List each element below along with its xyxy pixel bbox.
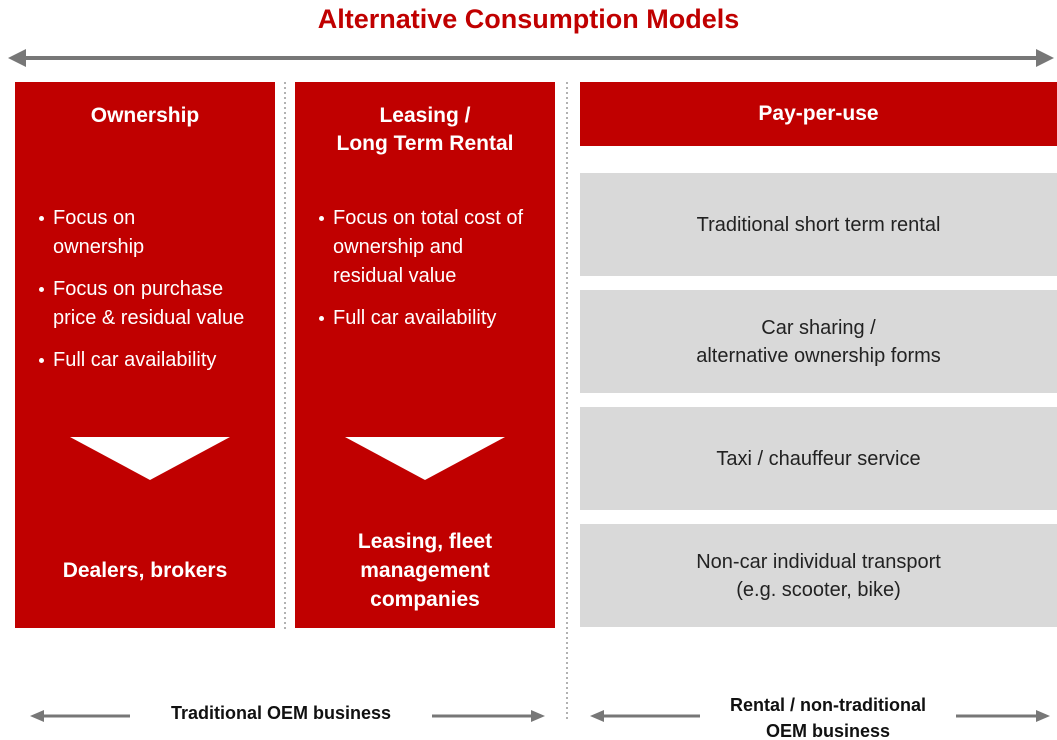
column-footer: Leasing, fleet management companies <box>295 527 555 614</box>
label-line: Rental / non-traditional <box>730 695 926 715</box>
item-box: Taxi / chauffeur service <box>580 407 1057 510</box>
column: Leasing / Long Term Rental Focus on total… <box>295 82 555 628</box>
pay-header: Pay-per-use <box>580 82 1057 146</box>
header-line: Leasing / <box>379 104 471 127</box>
bottom-label: Rental / non-traditional OEM business <box>700 692 956 740</box>
header-line: Ownership <box>90 104 200 127</box>
footer-line: companies <box>370 588 480 611</box>
down-arrow <box>70 437 230 480</box>
column-header: Ownership <box>15 102 275 130</box>
footer-line: Leasing, fleet <box>357 530 493 553</box>
bottom-label: Traditional OEM business <box>130 700 432 726</box>
bullet: Focus on total cost of ownership and res… <box>319 204 538 291</box>
column-header: Leasing / Long Term Rental <box>295 102 555 158</box>
bullets: Focus on total cost of ownership and res… <box>315 204 543 346</box>
title: Alternative Consumption Models <box>317 4 740 34</box>
bullet: Focus on ownership <box>39 204 183 262</box>
column-footer: Dealers, brokers <box>15 556 275 585</box>
bullet: Focus on purchase price & residual value <box>39 275 263 333</box>
item-box: Non-car individual transport (e.g. scoote… <box>580 524 1057 627</box>
item-line: Car sharing / <box>761 316 876 339</box>
footer-line: management <box>360 559 490 582</box>
item-line: alternative ownership forms <box>696 344 941 367</box>
bullets: Focus on ownership Focus on purchase pri… <box>35 204 253 388</box>
item-line: (e.g. scooter, bike) <box>736 578 901 601</box>
item-line: Taxi / chauffeur service <box>716 447 921 470</box>
footer-line: Dealers, brokers <box>62 559 228 582</box>
item-box: Car sharing / alternative ownership forms <box>580 290 1057 393</box>
item-line: Non-car individual transport <box>696 550 941 573</box>
bullet: Full car availability <box>319 304 543 333</box>
label-line: Traditional OEM business <box>170 703 392 723</box>
header-line: Long Term Rental <box>336 132 514 155</box>
bullet: Full car availability <box>39 346 263 375</box>
down-arrow <box>345 437 505 480</box>
column: Ownership Focus on ownership Focus on pu… <box>15 82 275 628</box>
item-box: Traditional short term rental <box>580 173 1057 276</box>
item-line: Traditional short term rental <box>696 213 941 236</box>
label-line: OEM business <box>765 721 891 740</box>
